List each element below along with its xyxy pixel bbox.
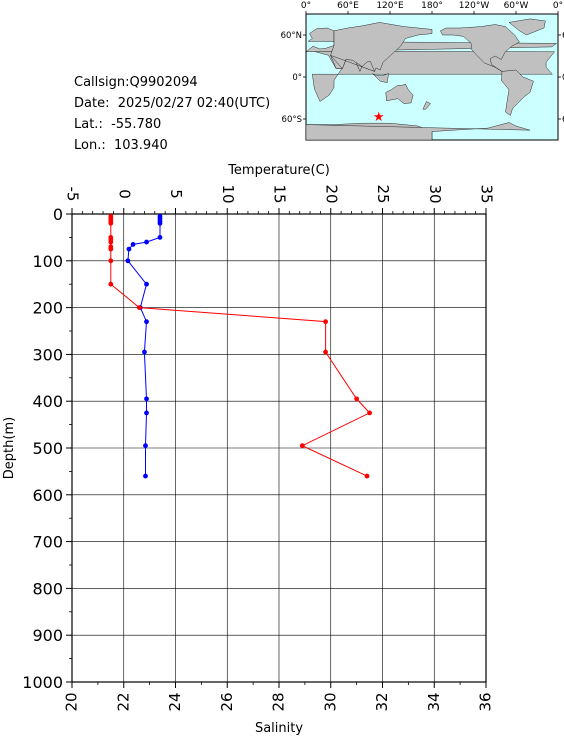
chart-grid — [71, 213, 487, 683]
salinity-tick-label: 30 — [321, 692, 339, 711]
temperature-data-point — [144, 239, 149, 245]
salinity-data-point — [108, 258, 114, 264]
salinity-data-point — [323, 349, 328, 355]
depth-tick-label: 400 — [32, 392, 63, 411]
salinity-data-point — [299, 443, 305, 449]
temperature-tick-label: 10 — [219, 184, 237, 203]
depth-tick-label: 900 — [32, 626, 63, 645]
depth-tick-label: 0 — [53, 205, 63, 224]
temperature-data-point — [157, 220, 163, 226]
map-top-tick-label: 0° — [553, 1, 563, 11]
salinity-tick-label: 24 — [166, 692, 184, 711]
map-land-asia — [330, 22, 433, 72]
salinity-tick-label: 22 — [114, 692, 132, 711]
map-top-tick-label: 60°W — [504, 1, 529, 11]
temperature-tick-label: 20 — [322, 184, 340, 203]
salinity-data-point — [364, 473, 370, 479]
longitude-text: Lon.: 103.940 — [74, 138, 168, 153]
depth-tick-label: 700 — [32, 533, 63, 552]
temperature-data-point — [144, 319, 149, 325]
map-lat-ticks: 60°N 60°N 0° 0° 60°S 60°S — [281, 31, 564, 125]
temperature-data-point — [144, 410, 149, 416]
depth-tick-label: 200 — [32, 299, 63, 318]
map-land-new-zealand — [422, 101, 431, 110]
temperature-tick-label: 15 — [271, 184, 289, 203]
map-lat-tick-label: 60°N — [281, 31, 302, 41]
series-layer — [108, 213, 372, 479]
map-land-arabia-india — [330, 55, 375, 72]
salinity-data-point — [108, 246, 114, 252]
map-land — [305, 18, 558, 141]
temperature-data-point — [126, 246, 132, 252]
salinity-tick-label: 36 — [477, 692, 495, 711]
salinity-tick-label: 32 — [373, 692, 391, 711]
salinity-axis-title: Salinity — [255, 721, 303, 736]
salinity-tick-label: 34 — [425, 692, 443, 711]
temperature-tick-label: 0 — [115, 189, 133, 199]
map-lat-tick-label: 0° — [292, 73, 302, 83]
float-info-panel: Callsign:Q9902094 Date: 2025/02/27 02:40… — [74, 72, 270, 156]
depth-tick-label: 500 — [32, 439, 63, 458]
salinity-series — [108, 213, 372, 479]
map-land-australia — [385, 83, 414, 104]
map-lat-tick-label-right: 60°N — [562, 31, 564, 41]
depth-tick-label: 100 — [32, 252, 63, 271]
depth-tick-label: 800 — [32, 579, 63, 598]
salinity-data-point — [367, 410, 372, 416]
map-top-tick-label: 180° — [421, 1, 443, 11]
map-lat-tick-label: 60°S — [282, 115, 302, 125]
salinity-data-point — [136, 305, 142, 310]
map-land-antarctica-west — [305, 122, 531, 141]
salinity-data-point — [108, 281, 114, 287]
salinity-axis: 20 22 24 26 28 30 32 34 36 — [63, 682, 495, 712]
temperature-tick-label: 25 — [374, 184, 392, 203]
temperature-axis: -5 0 5 10 15 20 25 30 35 — [64, 184, 496, 214]
temperature-series-line — [127, 216, 161, 477]
map-lat-tick-label-right: 60°S — [562, 115, 564, 125]
temperature-tick-label: 30 — [426, 184, 444, 203]
map-lat-tick-label-right: 0° — [562, 73, 564, 83]
temperature-axis-title: Temperature(C) — [227, 163, 330, 178]
salinity-data-point — [108, 239, 114, 245]
temperature-data-point — [142, 349, 147, 355]
temperature-series — [125, 213, 163, 479]
latitude-text: Lat.: -55.780 — [74, 117, 162, 132]
temperature-data-point — [157, 235, 163, 240]
callsign-text: Callsign:Q9902094 — [74, 75, 198, 90]
date-text: Date: 2025/02/27 02:40(UTC) — [74, 96, 271, 111]
map-land-south-america — [501, 69, 534, 116]
salinity-tick-label: 28 — [270, 692, 288, 711]
temperature-data-point — [143, 473, 148, 479]
map-top-tick-label: 120°W — [459, 1, 490, 11]
temperature-tick-label: -5 — [64, 187, 82, 202]
float-location-marker: ★ — [373, 110, 385, 125]
temperature-data-point — [144, 281, 149, 287]
map-top-tick-label: 60°E — [337, 1, 359, 11]
temperature-tick-label: 5 — [167, 189, 185, 199]
temperature-data-point — [125, 258, 131, 264]
map-land-greenland — [508, 18, 546, 36]
depth-tick-label: 300 — [32, 345, 63, 364]
map-top-tick-label: 120°E — [376, 1, 404, 11]
temperature-data-point — [143, 443, 148, 449]
temperature-data-point — [144, 396, 149, 402]
depth-tick-label: 1000 — [22, 673, 63, 692]
depth-axis-title: Depth(m) — [2, 417, 17, 479]
salinity-data-point — [108, 220, 114, 226]
depth-tick-label: 600 — [32, 486, 63, 505]
map-top-ticks: 0° 60°E 120°E 180° 120°W 60°W 0° — [301, 1, 563, 14]
salinity-tick-label: 20 — [63, 692, 81, 711]
temperature-tick-label: 35 — [478, 184, 496, 203]
map-land-north-america — [440, 24, 520, 72]
salinity-data-point — [323, 319, 328, 325]
salinity-data-point — [354, 396, 360, 402]
temperature-data-point — [130, 242, 136, 247]
salinity-tick-label: 26 — [218, 692, 236, 711]
depth-axis: 0 100 200 300 400 500 600 700 800 900 1000 — [22, 205, 72, 692]
map-land-sumatra-borneo — [372, 73, 389, 83]
map-top-tick-label: 0° — [301, 1, 311, 11]
